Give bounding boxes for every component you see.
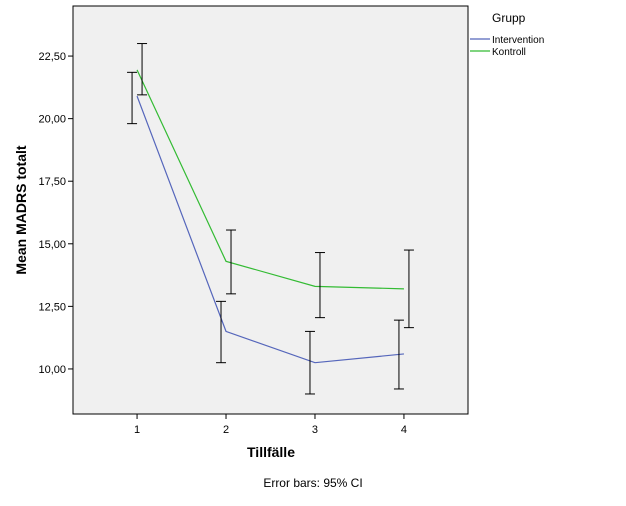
error-bar	[304, 330, 315, 395]
y-tick-label: 22,50	[38, 51, 66, 63]
y-tick-label: 15,00	[38, 239, 66, 251]
x-axis: 1 2 3 4	[134, 414, 407, 436]
y-tick-label: 20,00	[38, 114, 66, 126]
x-tick-label: 1	[134, 424, 140, 436]
series-line-intervention	[136, 95, 405, 364]
x-axis-title: Tillfälle	[247, 444, 295, 460]
error-bar	[393, 319, 404, 390]
error-bar	[403, 249, 414, 329]
y-tick-label: 12,50	[38, 301, 66, 313]
x-tick-label: 2	[223, 424, 229, 436]
x-tick-label: 4	[401, 424, 407, 436]
error-bar	[137, 43, 148, 96]
y-tick-label: 17,50	[38, 176, 66, 188]
error-bar	[314, 252, 325, 319]
series-line-kontroll	[136, 69, 404, 290]
footnote: Error bars: 95% CI	[263, 476, 362, 490]
y-tick-label: 10,00	[38, 364, 66, 376]
legend-label-intervention: Intervention	[492, 35, 544, 46]
x-tick-label: 3	[312, 424, 318, 436]
error-bar	[226, 229, 237, 295]
error-bar	[127, 71, 138, 125]
error-bar	[216, 300, 227, 364]
legend-label-kontroll: Kontroll	[492, 47, 526, 58]
y-axis: 10,00 12,50 15,00 17,50 20,00 22,50	[38, 51, 73, 376]
legend-title: Grupp	[492, 11, 526, 25]
series-layer	[136, 69, 405, 364]
plot-area	[72, 5, 469, 415]
y-axis-title: Mean MADRS totalt	[13, 145, 29, 274]
errorbar-layer	[127, 43, 414, 395]
